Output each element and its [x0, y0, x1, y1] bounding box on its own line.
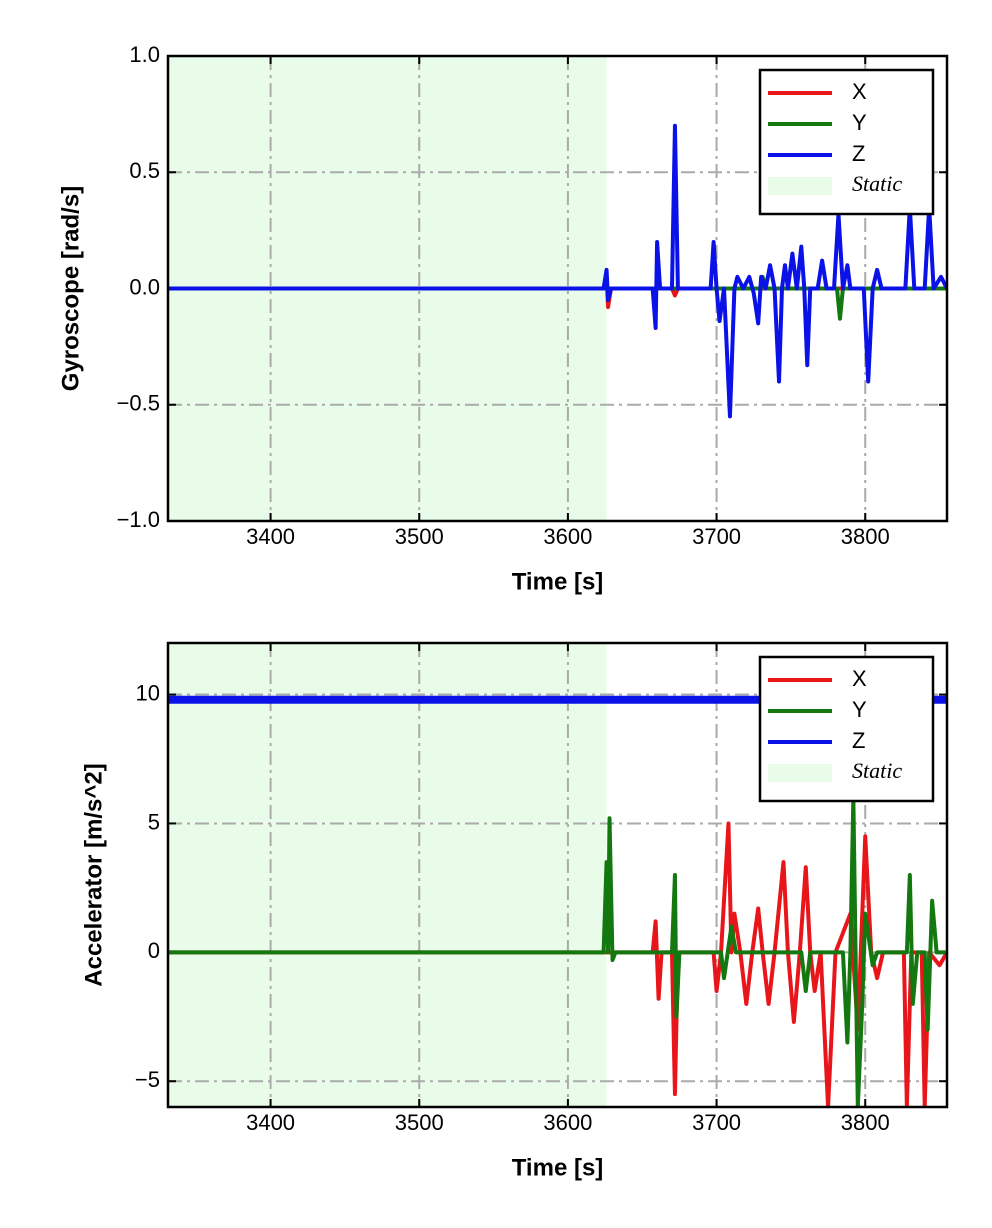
- legend-swatch: [768, 764, 832, 782]
- y-tick-label: 0: [148, 938, 160, 963]
- y-axis-label: Gyroscope [rad/s]: [57, 186, 84, 391]
- x-tick-label: 3500: [395, 524, 444, 549]
- legend-label: Z: [852, 728, 865, 753]
- y-axis-label: Accelerator [m/s^2]: [80, 763, 107, 986]
- x-axis-label: Time [s]: [512, 1154, 604, 1181]
- y-tick-label: 1.0: [129, 42, 160, 67]
- x-tick-label: 3800: [841, 1110, 890, 1135]
- x-tick-label: 3700: [692, 1110, 741, 1135]
- series-line: [168, 123, 947, 419]
- y-tick-label: 0.0: [129, 274, 160, 299]
- y-tick-label: −5: [135, 1067, 160, 1092]
- legend-label: Z: [852, 141, 865, 166]
- x-tick-label: 3600: [543, 524, 592, 549]
- series-line: [168, 795, 947, 1107]
- plot-frame: [166, 54, 949, 523]
- legend-label: X: [852, 666, 867, 691]
- x-tick-label: 3600: [543, 1110, 592, 1135]
- legend-swatch: [768, 177, 832, 195]
- y-tick-label: −1.0: [117, 507, 160, 532]
- legend-label: X: [852, 79, 867, 104]
- x-tick-label: 3400: [246, 524, 295, 549]
- x-tick-label: 3700: [692, 524, 741, 549]
- x-tick-label: 3400: [246, 1110, 295, 1135]
- legend-label: Y: [852, 697, 867, 722]
- y-tick-label: 0.5: [129, 158, 160, 183]
- legend-label: Static: [852, 171, 902, 196]
- y-tick-label: −0.5: [117, 391, 160, 416]
- shaded-region: [168, 643, 607, 1107]
- y-tick-label: 10: [136, 680, 160, 705]
- y-tick-label: 5: [148, 809, 160, 834]
- plot-frame: [166, 641, 949, 1109]
- x-axis-label: Time [s]: [512, 568, 604, 595]
- legend-label: Static: [852, 758, 902, 783]
- x-tick-label: 3500: [395, 1110, 444, 1135]
- legend-label: Y: [852, 110, 867, 135]
- x-tick-label: 3800: [841, 524, 890, 549]
